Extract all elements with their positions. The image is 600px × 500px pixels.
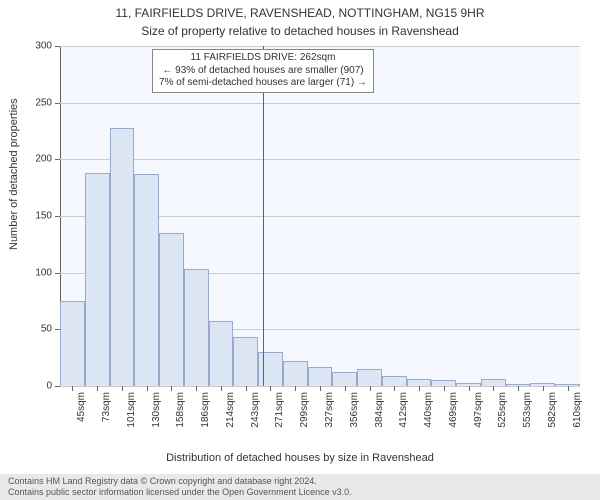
ytick-label: 200 xyxy=(35,154,52,165)
xtick-label: 130sqm xyxy=(151,392,162,428)
xtick-mark xyxy=(320,386,321,391)
histogram-bar xyxy=(159,233,184,386)
page-title-address: 11, FAIRFIELDS DRIVE, RAVENSHEAD, NOTTIN… xyxy=(0,6,600,20)
xtick-label: 469sqm xyxy=(448,392,459,428)
xtick-label: 327sqm xyxy=(324,392,335,428)
xtick-mark xyxy=(518,386,519,391)
histogram-plot: 05010015020025030045sqm73sqm101sqm130sqm… xyxy=(60,46,580,386)
xtick-mark xyxy=(196,386,197,391)
xtick-label: 384sqm xyxy=(374,392,385,428)
histogram-bar xyxy=(60,301,85,386)
property-marker-line xyxy=(263,46,264,386)
histogram-bar xyxy=(308,367,333,386)
xtick-label: 412sqm xyxy=(398,392,409,428)
histogram-bar xyxy=(134,174,159,386)
xtick-label: 243sqm xyxy=(250,392,261,428)
xtick-mark xyxy=(246,386,247,391)
histogram-bar xyxy=(357,369,382,386)
xtick-label: 214sqm xyxy=(225,392,236,428)
grid-line xyxy=(60,159,580,160)
histogram-bar xyxy=(332,372,357,386)
xtick-label: 525sqm xyxy=(497,392,508,428)
ytick-label: 100 xyxy=(35,267,52,278)
ytick-label: 250 xyxy=(35,97,52,108)
xtick-label: 101sqm xyxy=(126,392,137,428)
xtick-mark xyxy=(345,386,346,391)
ytick-label: 50 xyxy=(41,324,52,335)
property-callout: 11 FAIRFIELDS DRIVE: 262sqm← 93% of deta… xyxy=(152,49,374,93)
grid-line xyxy=(60,103,580,104)
xtick-mark xyxy=(295,386,296,391)
xtick-label: 45sqm xyxy=(76,392,87,422)
histogram-bar xyxy=(233,337,258,386)
xtick-mark xyxy=(122,386,123,391)
xtick-mark xyxy=(568,386,569,391)
xtick-mark xyxy=(444,386,445,391)
histogram-bar xyxy=(283,361,308,386)
ytick-mark xyxy=(55,216,60,217)
xtick-label: 271sqm xyxy=(274,392,285,428)
xtick-mark xyxy=(469,386,470,391)
ytick-label: 150 xyxy=(35,211,52,222)
xtick-label: 497sqm xyxy=(473,392,484,428)
footer-line1: Contains HM Land Registry data © Crown c… xyxy=(8,476,592,487)
xtick-label: 73sqm xyxy=(101,392,112,422)
xtick-label: 356sqm xyxy=(349,392,360,428)
grid-line xyxy=(60,46,580,47)
ytick-mark xyxy=(55,386,60,387)
xtick-label: 440sqm xyxy=(423,392,434,428)
page-subtitle: Size of property relative to detached ho… xyxy=(0,24,600,38)
x-axis-label: Distribution of detached houses by size … xyxy=(0,452,600,464)
callout-line3: 7% of semi-detached houses are larger (7… xyxy=(159,77,367,90)
xtick-mark xyxy=(493,386,494,391)
xtick-mark xyxy=(370,386,371,391)
y-axis-label: Number of detached properties xyxy=(8,98,20,250)
ytick-mark xyxy=(55,159,60,160)
xtick-mark xyxy=(394,386,395,391)
xtick-label: 610sqm xyxy=(572,392,583,428)
ytick-label: 300 xyxy=(35,41,52,52)
histogram-bar xyxy=(407,379,432,386)
xtick-mark xyxy=(72,386,73,391)
xtick-label: 186sqm xyxy=(200,392,211,428)
xtick-mark xyxy=(221,386,222,391)
ytick-mark xyxy=(55,103,60,104)
xtick-mark xyxy=(270,386,271,391)
xtick-label: 553sqm xyxy=(522,392,533,428)
xtick-label: 158sqm xyxy=(175,392,186,428)
histogram-bar xyxy=(481,379,506,386)
attribution-footer: Contains HM Land Registry data © Crown c… xyxy=(0,474,600,500)
ytick-mark xyxy=(55,273,60,274)
histogram-bar xyxy=(209,321,234,386)
callout-line2: ← 93% of detached houses are smaller (90… xyxy=(159,65,367,78)
histogram-bar xyxy=(382,376,407,386)
histogram-bar xyxy=(258,352,283,386)
xtick-mark xyxy=(543,386,544,391)
histogram-bar xyxy=(110,128,135,386)
xtick-mark xyxy=(147,386,148,391)
ytick-label: 0 xyxy=(46,381,52,392)
ytick-mark xyxy=(55,46,60,47)
xtick-mark xyxy=(419,386,420,391)
histogram-bar xyxy=(184,269,209,386)
xtick-label: 299sqm xyxy=(299,392,310,428)
xtick-label: 582sqm xyxy=(547,392,558,428)
footer-line2: Contains public sector information licen… xyxy=(8,487,592,498)
histogram-bar xyxy=(85,173,110,386)
callout-line1: 11 FAIRFIELDS DRIVE: 262sqm xyxy=(159,52,367,65)
xtick-mark xyxy=(171,386,172,391)
xtick-mark xyxy=(97,386,98,391)
